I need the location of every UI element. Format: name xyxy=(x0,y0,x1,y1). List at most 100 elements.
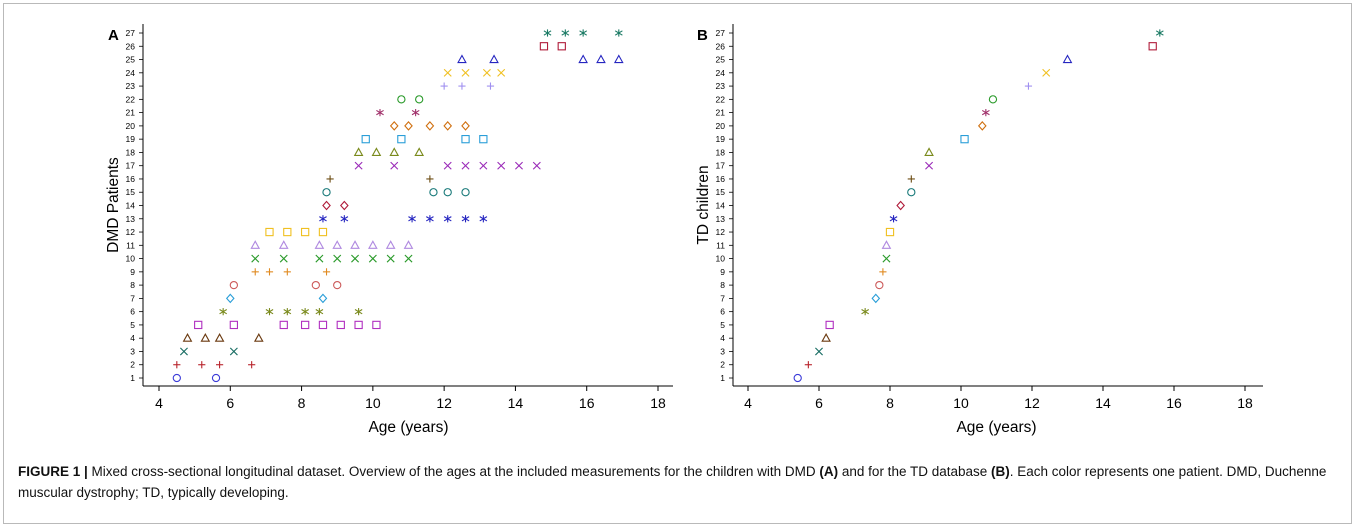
data-point xyxy=(389,121,399,131)
data-point xyxy=(1042,68,1051,77)
data-point xyxy=(229,280,238,290)
x-tick-label: 10 xyxy=(365,395,381,411)
data-point xyxy=(322,188,331,197)
data-point xyxy=(200,333,211,342)
data-point xyxy=(279,320,288,330)
data-point xyxy=(977,121,987,131)
y-tick-label: 3 xyxy=(130,346,135,356)
data-point xyxy=(351,254,360,263)
y-tick-label: 5 xyxy=(720,320,725,330)
data-point xyxy=(340,215,349,223)
data-point xyxy=(319,215,327,223)
data-point xyxy=(443,68,452,77)
data-point xyxy=(543,29,552,37)
data-point xyxy=(251,268,259,276)
data-point xyxy=(173,361,181,369)
data-point xyxy=(443,161,452,170)
data-point xyxy=(318,293,328,304)
data-point xyxy=(265,268,274,276)
data-point xyxy=(907,188,916,197)
y-tick-label: 7 xyxy=(720,293,725,303)
data-point xyxy=(353,147,364,156)
y-tick-label: 9 xyxy=(130,267,135,277)
y-tick-label: 16 xyxy=(716,174,726,184)
y-tick-label: 13 xyxy=(126,214,136,224)
y-tick-label: 23 xyxy=(126,81,136,91)
data-point xyxy=(426,175,434,183)
data-point xyxy=(885,227,895,237)
caption-text-1: Mixed cross-sectional longitudinal datas… xyxy=(87,464,820,479)
data-point xyxy=(426,215,434,223)
figure-charts: 4 6 8 10 12 14 16 18123456789101112131415161718… xyxy=(105,24,1263,436)
x-tick-label: 12 xyxy=(1024,395,1040,411)
y-tick-label: 26 xyxy=(126,41,136,51)
y-tick-label: 2 xyxy=(720,360,725,370)
x-tick-label: 16 xyxy=(579,395,595,411)
data-point xyxy=(315,308,324,316)
data-point xyxy=(350,240,360,249)
data-point xyxy=(182,333,193,342)
data-point xyxy=(578,54,588,64)
data-point xyxy=(411,109,420,117)
y-tick-label: 17 xyxy=(716,161,726,171)
data-point xyxy=(489,54,499,64)
data-point xyxy=(386,254,395,263)
data-point xyxy=(283,308,292,316)
y-tick-label: 24 xyxy=(126,68,136,78)
data-point xyxy=(497,68,506,77)
data-point xyxy=(804,361,812,369)
data-point xyxy=(301,308,310,316)
data-point xyxy=(354,161,363,170)
data-point xyxy=(1148,42,1157,51)
data-point xyxy=(219,308,228,316)
data-point xyxy=(332,240,343,249)
data-point xyxy=(340,200,349,211)
data-point xyxy=(229,347,238,356)
x-axis-label: Age (years) xyxy=(956,419,1036,436)
data-point xyxy=(376,109,384,117)
x-axis-label: Age (years) xyxy=(368,419,448,436)
data-point xyxy=(461,135,470,144)
x-tick-label: 6 xyxy=(815,395,823,411)
y-tick-label: 8 xyxy=(720,280,725,290)
data-point xyxy=(429,188,438,197)
data-point xyxy=(326,175,334,183)
data-point xyxy=(315,254,324,263)
caption-text-2: and for the TD database xyxy=(838,464,992,479)
caption-ref-b: (B) xyxy=(991,464,1010,479)
y-tick-label: 17 xyxy=(126,161,136,171)
x-tick-label: 18 xyxy=(650,395,666,411)
x-tick-label: 14 xyxy=(1095,395,1111,411)
data-point xyxy=(882,254,891,263)
data-point xyxy=(461,68,470,77)
data-point xyxy=(614,29,623,37)
y-tick-label: 16 xyxy=(126,174,136,184)
data-point xyxy=(889,215,898,223)
data-point xyxy=(194,320,203,330)
data-point xyxy=(361,135,370,144)
data-point xyxy=(311,280,320,290)
y-tick-label: 7 xyxy=(130,293,135,303)
data-point xyxy=(1155,29,1164,37)
data-point xyxy=(333,280,342,290)
y-tick-label: 11 xyxy=(716,240,725,250)
data-point xyxy=(479,215,488,223)
data-point xyxy=(793,373,802,383)
data-point xyxy=(253,333,264,342)
data-point xyxy=(283,268,291,276)
y-tick-label: 14 xyxy=(716,201,726,211)
x-tick-label: 8 xyxy=(886,395,894,411)
x-tick-label: 16 xyxy=(1166,395,1182,411)
y-tick-label: 4 xyxy=(720,333,725,343)
data-point xyxy=(279,254,288,263)
data-point xyxy=(458,82,466,90)
panel-label: B xyxy=(697,27,708,44)
y-tick-label: 20 xyxy=(126,121,136,131)
panel-label: A xyxy=(108,27,119,44)
data-point xyxy=(515,161,523,170)
data-point xyxy=(557,42,566,51)
data-point xyxy=(389,147,400,156)
data-point xyxy=(371,147,382,156)
x-tick-label: 12 xyxy=(436,395,452,411)
data-point xyxy=(871,293,881,304)
